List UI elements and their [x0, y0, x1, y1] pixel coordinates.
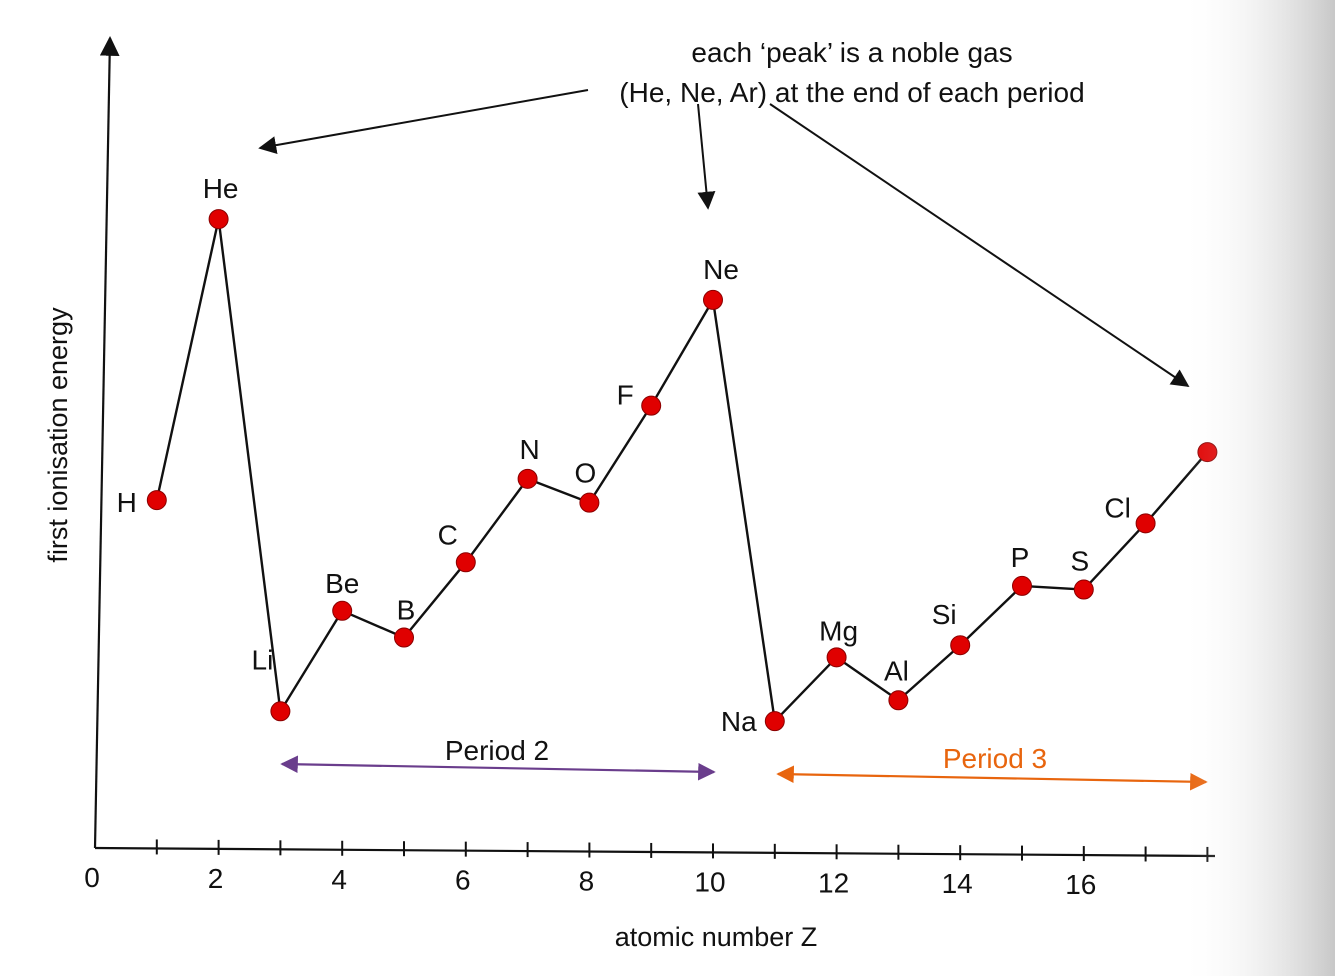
annotation-noble-gas-line2: (He, Ne, Ar) at the end of each period: [619, 77, 1084, 108]
data-point: [950, 635, 971, 656]
point-label: S: [1070, 546, 1089, 577]
period-2-arrow: [280, 755, 716, 781]
noble-gas-arrows: [258, 89, 1190, 388]
arrow-to-ne: [697, 103, 716, 210]
data-point: [888, 690, 909, 711]
x-tick-label: 16: [1065, 869, 1096, 900]
data-point: [1073, 579, 1094, 600]
data-point: [270, 701, 291, 722]
x-axis-tick-labels: 0 2 4 6 8 10 12 14 16: [84, 862, 1096, 900]
point-label: F: [617, 380, 634, 411]
point-label: Ne: [703, 254, 739, 285]
data-point: [826, 647, 847, 668]
arrow-to-he: [258, 89, 589, 155]
period-2-bracket: Period 2: [280, 735, 716, 781]
x-tick-label: 14: [942, 868, 973, 899]
annotation-noble-gas-line1: each ‘peak’ is a noble gas: [691, 37, 1012, 68]
data-point: [146, 490, 167, 511]
x-tick-label: 4: [331, 864, 347, 895]
point-label: Be: [325, 568, 359, 599]
data-point: [208, 209, 229, 230]
x-tick-label: 6: [455, 865, 471, 896]
series-line: [155, 217, 1209, 723]
x-tick-label: 8: [579, 866, 595, 897]
point-label: Si: [932, 599, 957, 630]
data-point: [764, 711, 785, 732]
point-label: B: [397, 595, 416, 626]
point-label: C: [438, 519, 458, 550]
page-edge-shadow: [1180, 0, 1335, 976]
point-label: Al: [884, 655, 909, 686]
data-point: [579, 492, 600, 513]
data-point: [1135, 513, 1156, 534]
point-label: Cl: [1104, 492, 1130, 523]
x-tick-label: 12: [818, 867, 849, 898]
point-label: P: [1011, 542, 1030, 573]
x-axis: [94, 846, 1216, 858]
x-tick-label: 0: [84, 862, 100, 893]
data-point: [517, 468, 538, 489]
point-label: Li: [252, 644, 274, 675]
data-point: [703, 289, 723, 310]
data-point: [455, 552, 476, 573]
arrow-to-ar: [769, 103, 1190, 388]
period-3-label: Period 3: [943, 743, 1047, 774]
x-axis-ticks: [155, 839, 1209, 862]
period-3-bracket: Period 3: [776, 743, 1208, 791]
data-point: [394, 627, 414, 648]
data-point: [1012, 575, 1032, 596]
period-2-label: Period 2: [445, 735, 549, 766]
series-ionisation: H He Li Be B C N O F Ne Na Mg Al Si P S Cl: [117, 173, 1218, 737]
data-point: [332, 600, 353, 621]
point-label: O: [575, 458, 597, 489]
x-tick-label: 10: [694, 866, 725, 897]
point-label: N: [519, 434, 539, 465]
point-label: Mg: [819, 615, 858, 646]
data-point: [641, 395, 662, 416]
x-tick-label: 2: [208, 863, 224, 894]
point-label: He: [203, 173, 239, 204]
period-3-arrow: [776, 765, 1208, 791]
point-label: Na: [721, 706, 757, 737]
y-axis-label: first ionisation energy: [43, 307, 73, 563]
point-label: H: [117, 487, 137, 518]
y-axis: [93, 36, 120, 849]
x-axis-label: atomic number Z: [615, 922, 818, 952]
